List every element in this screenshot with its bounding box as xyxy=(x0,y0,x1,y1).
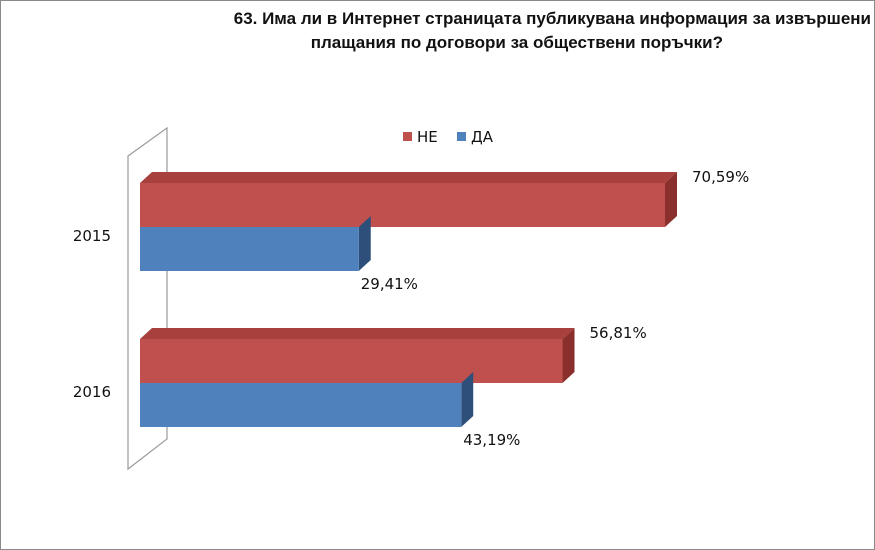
bar-side-ne-2015 xyxy=(665,172,678,227)
legend-label-da: ДА xyxy=(471,128,494,146)
bar-da-2016 xyxy=(140,383,462,427)
bar-ne-2015 xyxy=(140,183,666,227)
legend-swatch-ne xyxy=(403,132,412,141)
category-label-2016: 2016 xyxy=(73,383,111,401)
bar-da-2015 xyxy=(140,227,359,271)
axis-wall xyxy=(127,126,168,471)
bar-top-ne-2016 xyxy=(140,328,575,339)
bar-top-ne-2015 xyxy=(140,172,678,183)
data-label-da-2016: 43,19% xyxy=(463,431,520,449)
bar-ne-2016 xyxy=(140,339,563,383)
data-label-da-2015: 29,41% xyxy=(361,275,418,293)
chart-title-line-1: 63. Има ли в Интернет страницата публику… xyxy=(233,9,871,28)
bar-side-da-2015 xyxy=(358,216,371,271)
category-label-2015: 2015 xyxy=(73,227,111,245)
legend-label-ne: НЕ xyxy=(417,128,438,146)
bar-side-ne-2016 xyxy=(562,328,575,383)
bar-side-da-2016 xyxy=(461,372,474,427)
legend-swatch-da xyxy=(457,132,466,141)
data-label-ne-2016: 56,81% xyxy=(590,324,647,342)
chart-title: 63. Има ли в Интернет страницата публику… xyxy=(131,7,871,55)
data-label-ne-2015: 70,59% xyxy=(692,168,749,186)
chart-title-line-2: плащания по договори за обществени поръч… xyxy=(310,33,723,52)
